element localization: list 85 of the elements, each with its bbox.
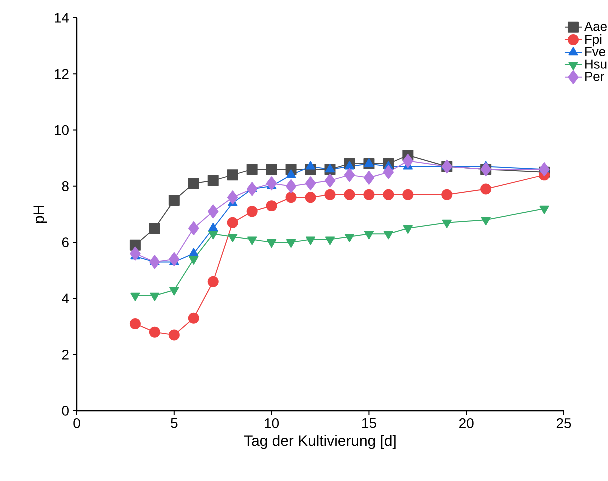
point [188, 312, 200, 324]
point [246, 206, 258, 218]
point [305, 176, 316, 191]
point [150, 255, 160, 270]
point [266, 240, 277, 248]
point [246, 182, 258, 196]
point [539, 162, 550, 177]
point [442, 220, 452, 228]
point [208, 204, 219, 219]
point [306, 236, 316, 246]
point [208, 231, 218, 240]
point [402, 189, 414, 200]
point [208, 276, 219, 288]
point [170, 287, 180, 296]
point [149, 223, 160, 234]
point [168, 194, 180, 206]
point [150, 292, 160, 302]
point [228, 234, 238, 242]
y-tick-label: 4 [62, 294, 70, 304]
point [227, 170, 238, 181]
point [540, 206, 550, 214]
point [383, 189, 394, 200]
point [286, 192, 297, 204]
x-tick-label: 25 [556, 418, 572, 428]
point [266, 200, 278, 212]
y-axis-title: pH [34, 206, 48, 224]
point [481, 217, 491, 226]
point [364, 189, 375, 200]
point [227, 190, 238, 205]
point [344, 161, 355, 170]
x-tick-label: 0 [74, 418, 80, 428]
point [344, 234, 355, 242]
point [246, 164, 258, 176]
point [402, 154, 414, 168]
legend-label: Per [586, 72, 604, 82]
y-tick-label: 0 [62, 406, 69, 416]
point [383, 165, 394, 180]
y-tick-label: 6 [62, 238, 69, 248]
point [324, 174, 336, 188]
y-tick-label: 12 [55, 69, 69, 79]
x-tick-label: 5 [171, 418, 178, 428]
point [266, 176, 278, 191]
point [286, 240, 296, 248]
point [130, 318, 141, 330]
point [306, 161, 316, 170]
point [325, 164, 336, 173]
y-tick-label: 2 [62, 350, 69, 360]
y-tick-label: 10 [55, 125, 69, 136]
legend-label: Hsu [586, 60, 607, 69]
point [130, 246, 141, 261]
point [169, 252, 180, 266]
point [227, 217, 238, 228]
point [305, 192, 316, 204]
point [403, 226, 413, 234]
x-tick-label: 15 [362, 418, 376, 428]
point [364, 158, 374, 167]
point [480, 184, 492, 195]
x-tick-label: 20 [460, 418, 474, 428]
point [168, 330, 180, 341]
x-axis-title: Tag der Kultivierung [d] [244, 435, 396, 450]
point [325, 236, 336, 246]
legend-label: Fve [586, 47, 606, 56]
point [248, 236, 258, 246]
point [364, 231, 374, 240]
point [344, 168, 356, 182]
point [384, 231, 394, 240]
point [286, 179, 297, 194]
point [189, 256, 199, 265]
point [208, 175, 219, 186]
point [149, 326, 160, 338]
point [286, 170, 296, 178]
legend-label: Aae [584, 22, 607, 32]
point [208, 223, 218, 232]
point [266, 164, 278, 176]
point [364, 170, 375, 185]
point [130, 292, 140, 302]
y-tick-label: 14 [55, 13, 70, 23]
point [188, 222, 200, 236]
point [324, 189, 336, 200]
point [188, 178, 200, 190]
x-tick-label: 10 [265, 418, 280, 428]
point [442, 189, 453, 200]
legend-label: Fpi [586, 34, 602, 47]
y-tick-label: 8 [62, 181, 69, 192]
point [344, 189, 356, 200]
